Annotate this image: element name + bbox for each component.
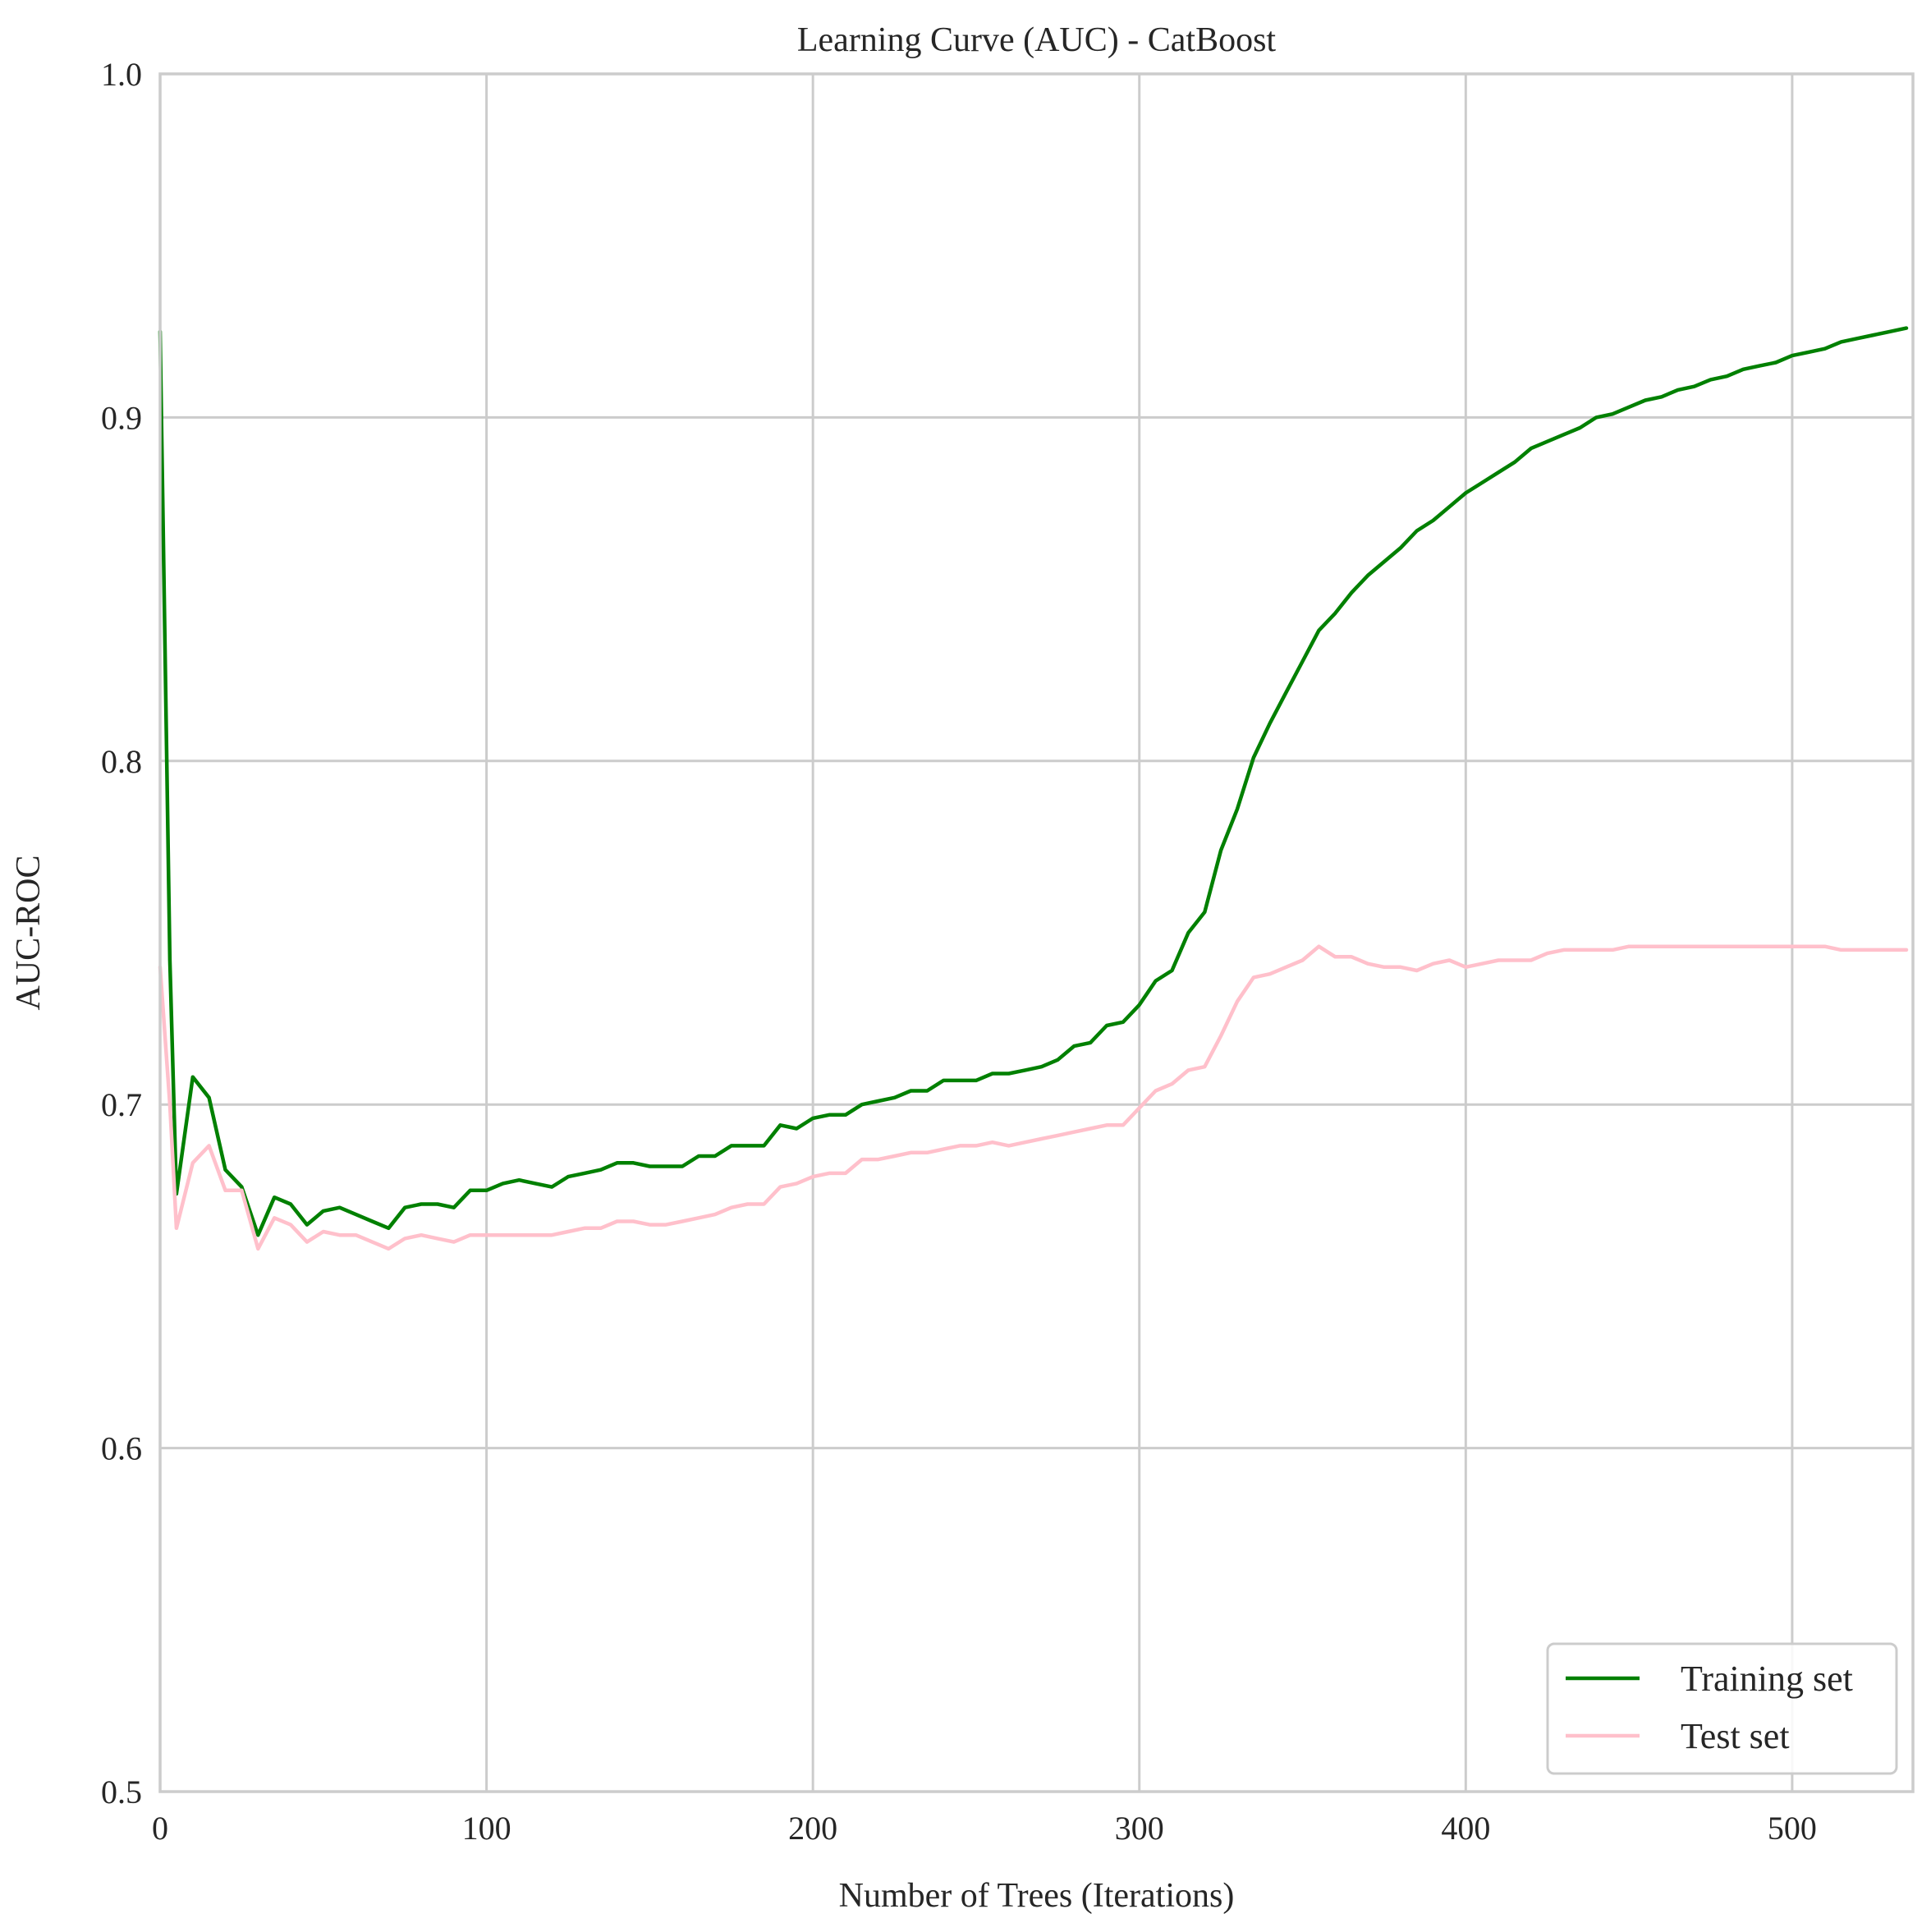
legend-label: Training set	[1681, 1659, 1853, 1699]
tick-labels: 0 100 200 300 400 500 0.5 0.6 0.7 0.8 0.9 1.0	[101, 56, 1817, 1847]
series-line-training-set	[158, 326, 1909, 1237]
x-tick-label: 400	[1441, 1810, 1490, 1847]
x-axis-label: Number of Trees (Iterations)	[839, 1877, 1235, 1915]
x-tick-label: 300	[1115, 1810, 1164, 1847]
x-tick-label: 100	[462, 1810, 511, 1847]
y-tick-label: 0.5	[101, 1774, 142, 1810]
x-tick-label: 0	[152, 1810, 168, 1847]
x-tick-label: 500	[1768, 1810, 1817, 1847]
y-axis-label: AUC-ROC	[10, 855, 48, 1010]
y-tick-label: 0.8	[101, 743, 142, 780]
series-lines	[158, 326, 1909, 1251]
x-tick-label: 200	[788, 1810, 837, 1847]
series-line-test-set	[158, 944, 1909, 1251]
plot-frame	[158, 72, 1915, 1793]
legend-box	[1546, 1642, 1898, 1775]
y-tick-label: 0.6	[101, 1430, 142, 1467]
chart-title: Learning Curve (AUC) - CatBoost	[797, 21, 1277, 59]
y-tick-label: 1.0	[101, 56, 142, 93]
y-tick-label: 0.9	[101, 399, 142, 436]
y-tick-label: 0.7	[101, 1086, 142, 1123]
legend: Training set Test set	[1546, 1642, 1898, 1775]
legend-label: Test set	[1681, 1716, 1790, 1756]
